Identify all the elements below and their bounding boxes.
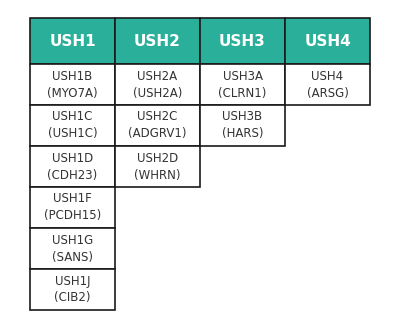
Bar <box>30 187 115 228</box>
Text: USH3: USH3 <box>219 34 266 49</box>
Text: USH1C
(USH1C): USH1C (USH1C) <box>48 111 97 140</box>
Bar <box>30 18 115 64</box>
Text: USH4
(ARSG): USH4 (ARSG) <box>306 69 348 99</box>
Bar <box>115 18 200 64</box>
Bar <box>200 18 285 64</box>
Bar <box>200 64 285 105</box>
Bar <box>115 105 200 146</box>
Text: USH1: USH1 <box>49 34 96 49</box>
Text: USH4: USH4 <box>304 34 351 49</box>
Text: USH1F
(PCDH15): USH1F (PCDH15) <box>44 193 101 222</box>
Bar <box>30 146 115 187</box>
Text: USH1G
(SANS): USH1G (SANS) <box>52 233 93 264</box>
Bar <box>285 18 370 64</box>
Bar <box>115 64 200 105</box>
Text: USH3B
(HARS): USH3B (HARS) <box>222 111 263 140</box>
Bar <box>30 64 115 105</box>
Text: USH2A
(USH2A): USH2A (USH2A) <box>133 69 182 99</box>
Bar <box>200 105 285 146</box>
Text: USH1B
(MYO7A): USH1B (MYO7A) <box>47 69 98 99</box>
Text: USH1D
(CDH23): USH1D (CDH23) <box>47 151 98 182</box>
Bar <box>30 228 115 269</box>
Text: USH2D
(WHRN): USH2D (WHRN) <box>134 151 181 182</box>
Text: USH2: USH2 <box>134 34 181 49</box>
Bar <box>115 146 200 187</box>
Text: USH1J
(CIB2): USH1J (CIB2) <box>54 274 91 305</box>
Text: USH2C
(ADGRV1): USH2C (ADGRV1) <box>128 111 187 140</box>
Text: USH3A
(CLRN1): USH3A (CLRN1) <box>218 69 267 99</box>
Bar <box>30 105 115 146</box>
Bar <box>30 269 115 310</box>
Bar <box>285 64 370 105</box>
